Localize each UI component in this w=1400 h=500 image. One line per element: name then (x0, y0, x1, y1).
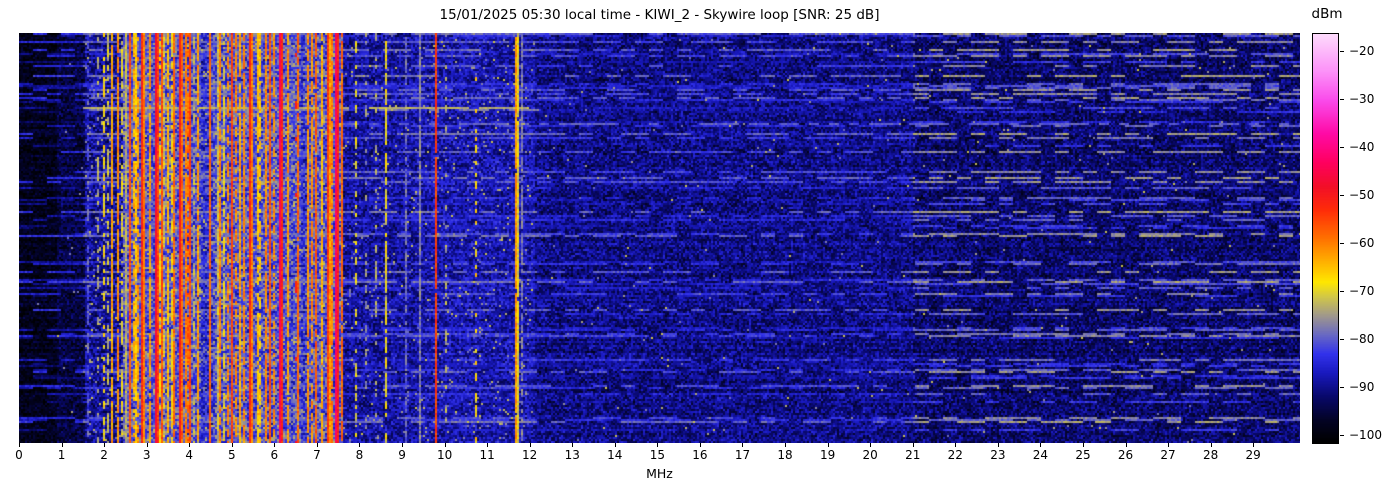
spectrogram-canvas (19, 33, 1300, 443)
x-tick-mark (699, 443, 701, 447)
x-tick-mark (316, 443, 318, 447)
x-tick-label: 21 (905, 448, 921, 462)
x-tick-label: 10 (436, 448, 453, 462)
x-tick-mark (444, 443, 446, 447)
x-tick-label: 7 (313, 448, 321, 462)
x-tick-label: 26 (1117, 448, 1134, 462)
x-tick-label: 17 (734, 448, 751, 462)
x-tick-mark (61, 443, 63, 447)
x-tick-label: 12 (522, 448, 538, 462)
colorbar-tick-mark (1340, 386, 1344, 388)
colorbar-tick-mark (1340, 290, 1344, 292)
x-tick-mark (827, 443, 829, 447)
colorbar-tick-mark (1340, 147, 1344, 149)
colorbar-tick-mark (1340, 51, 1344, 53)
x-tick-label: 3 (142, 448, 151, 462)
x-tick-mark (955, 443, 957, 447)
x-tick-label: 9 (398, 448, 406, 462)
x-tick-mark (1168, 443, 1170, 447)
x-tick-mark (1125, 443, 1127, 447)
colorbar-tick-label: −80 (1349, 331, 1375, 346)
colorbar-tick-label: −30 (1349, 92, 1375, 107)
x-tick-mark (1082, 443, 1084, 447)
x-tick-label: 24 (1032, 448, 1049, 462)
x-tick-mark (146, 443, 148, 447)
x-tick-mark (231, 443, 233, 447)
x-tick-label: 18 (777, 448, 793, 462)
x-tick-mark (614, 443, 616, 447)
colorbar-tick-mark (1340, 338, 1344, 340)
x-tick-label: 22 (947, 448, 963, 462)
colorbar-tick-mark (1340, 195, 1344, 197)
x-tick-mark (1253, 443, 1255, 447)
x-tick-label: 20 (862, 448, 878, 462)
x-tick-mark (742, 443, 744, 447)
x-tick-mark (1040, 443, 1042, 447)
colorbar-tick-label: −50 (1349, 188, 1375, 203)
x-tick-mark (359, 443, 361, 447)
x-tick-label: 29 (1245, 448, 1261, 462)
colorbar-tick-label: −20 (1349, 44, 1375, 59)
colorbar-tick-label: −60 (1349, 236, 1375, 250)
colorbar-unit-label: dBm (1311, 6, 1343, 22)
x-tick-mark (487, 443, 489, 447)
x-tick-label: 11 (479, 448, 495, 462)
x-tick-mark (657, 443, 659, 447)
x-tick-mark (572, 443, 574, 447)
x-tick-mark (785, 443, 787, 447)
x-tick-mark (274, 443, 276, 447)
x-tick-label: 14 (607, 448, 623, 462)
colorbar-tick-label: −70 (1349, 283, 1375, 298)
colorbar-tick-mark (1340, 434, 1344, 436)
x-tick-mark (1210, 443, 1212, 447)
x-tick-label: 8 (355, 448, 364, 462)
x-tick-mark (19, 443, 20, 447)
x-tick-label: 2 (100, 448, 108, 462)
x-tick-mark (997, 443, 999, 447)
colorbar (1312, 33, 1339, 444)
x-tick-label: 27 (1160, 448, 1176, 462)
x-tick-mark (402, 443, 404, 447)
x-tick-label: 19 (819, 448, 836, 462)
x-tick-label: 23 (990, 448, 1006, 462)
figure-title: 15/01/2025 05:30 local time - KIWI_2 - S… (439, 7, 880, 23)
x-tick-mark (104, 443, 106, 447)
x-tick-label: 0 (15, 448, 23, 462)
colorbar-tick-label: −100 (1349, 427, 1382, 442)
x-tick-label: 5 (227, 448, 236, 462)
x-tick-mark (912, 443, 914, 447)
colorbar-tick-mark (1340, 99, 1344, 101)
x-tick-mark (189, 443, 191, 447)
colorbar-tick-label: −40 (1349, 140, 1375, 155)
colorbar-tick-label: −90 (1349, 379, 1375, 394)
x-tick-label: 16 (692, 448, 708, 462)
x-tick-label: 4 (185, 448, 194, 462)
colorbar-tick-mark (1340, 243, 1344, 244)
x-tick-label: 1 (57, 448, 66, 462)
x-tick-label: 15 (649, 448, 665, 462)
x-tick-label: 28 (1202, 448, 1219, 462)
x-tick-label: 13 (564, 448, 580, 462)
x-tick-mark (870, 443, 872, 447)
x-tick-label: 25 (1075, 448, 1091, 462)
x-tick-label: 6 (270, 448, 279, 462)
x-axis-label: MHz (646, 466, 673, 481)
x-tick-mark (529, 443, 531, 447)
